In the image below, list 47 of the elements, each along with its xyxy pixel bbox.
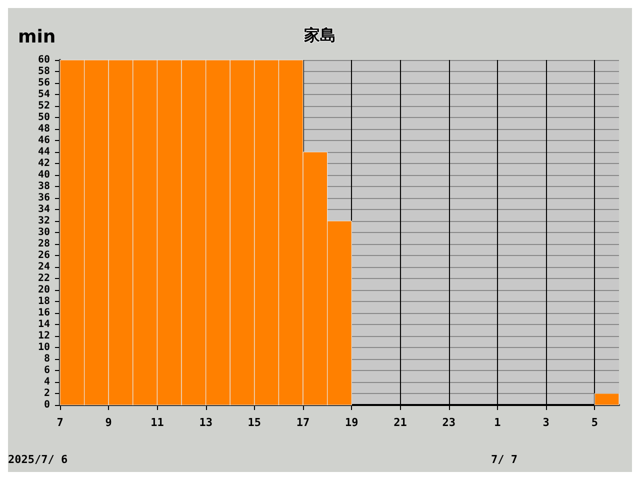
x-tick-label: 19 <box>345 416 358 429</box>
y-tick-label: 60 <box>38 54 50 66</box>
text: 7/ 7 <box>491 453 518 466</box>
y-tick-label: 34 <box>38 204 50 215</box>
y-tick-label: 38 <box>38 181 50 192</box>
x-tick-label: 5 <box>591 416 598 429</box>
y-tick-label: 40 <box>38 170 50 180</box>
x-tick-label: 21 <box>394 416 408 429</box>
y-tick-label: 46 <box>38 135 50 146</box>
y-tick-label: 8 <box>44 354 50 364</box>
y-tick-label: 58 <box>38 66 50 77</box>
y-tick-label: 2 <box>44 388 50 399</box>
x-tick-label: 11 <box>150 416 164 429</box>
y-tick-label: 36 <box>38 192 50 204</box>
y-tick-label: 42 <box>38 158 50 169</box>
y-tick-label: 0 <box>44 400 50 410</box>
y-tick-label: 56 <box>38 78 50 88</box>
y-axis-title: min <box>18 26 56 48</box>
y-tick-label: 6 <box>44 365 50 376</box>
x-tick-label: 1 <box>494 416 502 429</box>
y-tick-label: 22 <box>38 273 50 284</box>
y-tick-label: 28 <box>38 238 50 250</box>
y-tick-label: 48 <box>38 124 50 134</box>
x-tick-label: 23 <box>442 416 456 429</box>
x-tick-label: 15 <box>248 416 262 429</box>
y-tick-label: 32 <box>38 216 50 226</box>
y-tick-label: 44 <box>38 146 50 158</box>
y-tick-label: 54 <box>38 89 50 100</box>
y-tick-label: 10 <box>38 342 50 353</box>
x-tick-label: 13 <box>199 416 212 429</box>
y-tick-label: 26 <box>38 250 50 261</box>
text: 2025/7/ 6 <box>8 453 68 466</box>
y-tick-label: 52 <box>38 100 50 112</box>
y-tick-label: 16 <box>38 308 50 318</box>
chart-title: 家島 <box>303 26 336 44</box>
y-tick-label: 12 <box>38 330 50 342</box>
y-tick-label: 14 <box>38 319 50 330</box>
x-tick-label: 9 <box>105 416 112 429</box>
y-tick-label: 50 <box>38 112 50 123</box>
y-tick-label: 30 <box>38 227 50 238</box>
x-tick-label: 3 <box>542 416 550 429</box>
y-tick-label: 24 <box>38 262 50 272</box>
y-tick-label: 18 <box>38 296 50 307</box>
x-tick-label: 7 <box>56 416 64 429</box>
y-tick-label: 20 <box>38 284 50 296</box>
y-tick-label: 4 <box>44 376 50 388</box>
x-tick-label: 17 <box>296 416 310 429</box>
